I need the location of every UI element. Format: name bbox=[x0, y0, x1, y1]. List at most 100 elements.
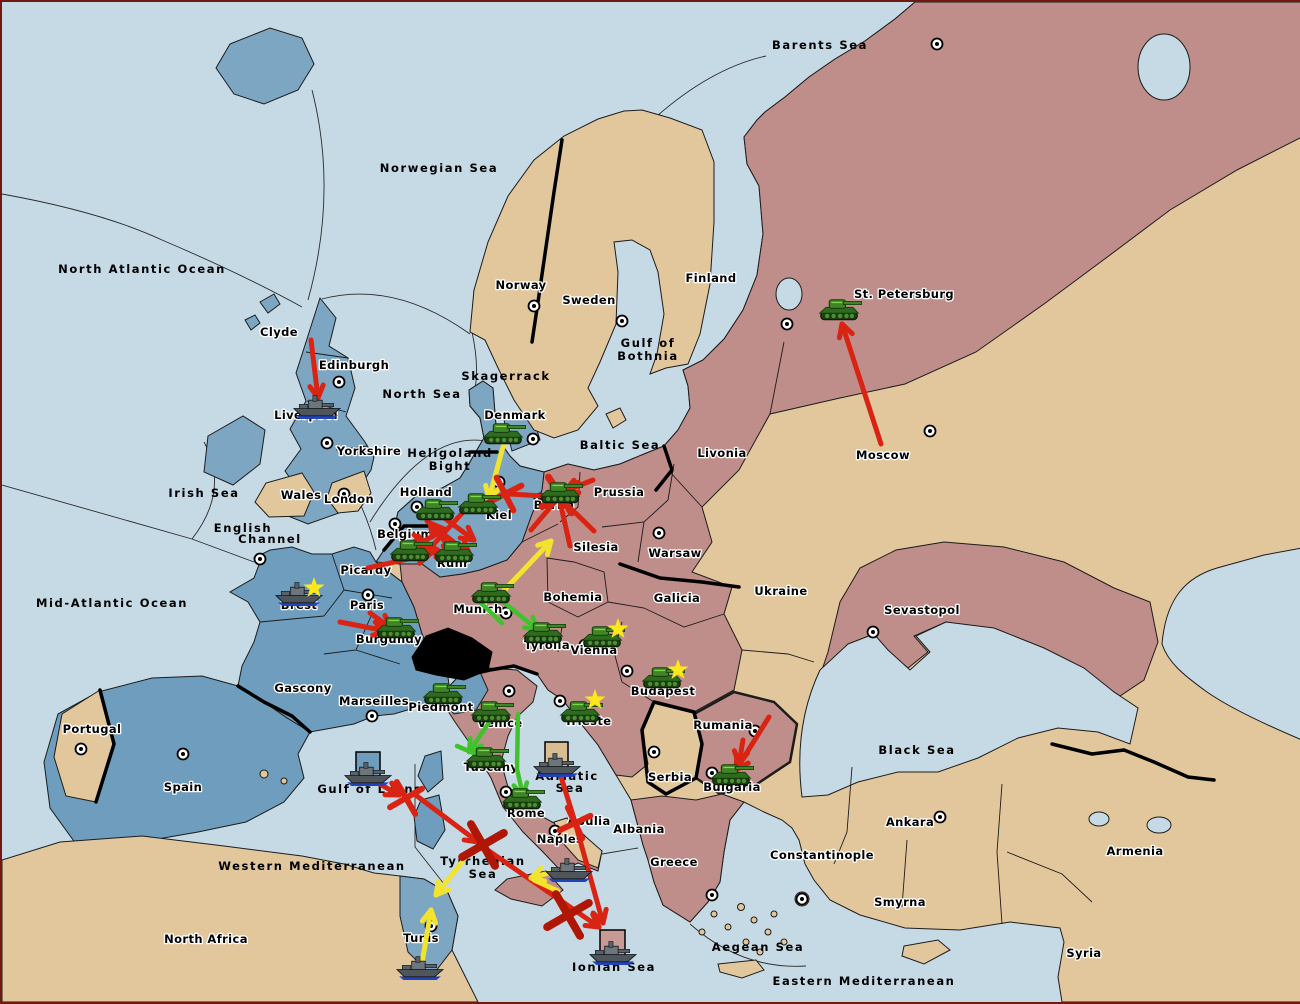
province-label-st-petersburg: St. Petersburg bbox=[854, 287, 954, 301]
supply-center-core bbox=[558, 699, 562, 703]
province-label-sweden: Sweden bbox=[562, 293, 615, 307]
province-label-north-africa: North Africa bbox=[164, 932, 248, 946]
supply-center-dot bbox=[529, 301, 540, 312]
supply-center-dot bbox=[178, 749, 189, 760]
province-label-denmark: Denmark bbox=[484, 408, 545, 422]
arrow-head-barb bbox=[603, 909, 606, 923]
province-label-holland: Holland bbox=[400, 485, 452, 499]
supply-center-dot bbox=[868, 627, 879, 638]
supply-center-core bbox=[532, 304, 536, 308]
supply-center-core bbox=[710, 893, 714, 897]
supply-center-dot bbox=[255, 554, 266, 565]
supply-center-dot bbox=[925, 426, 936, 437]
province-label-greece: Greece bbox=[650, 855, 698, 869]
lake-onega bbox=[1138, 34, 1190, 100]
province-label-edinburgh: Edinburgh bbox=[319, 358, 389, 372]
province-label-ukraine: Ukraine bbox=[754, 584, 807, 598]
province-label-warsaw: Warsaw bbox=[648, 546, 701, 560]
sea-label-north-sea: North Sea bbox=[382, 387, 461, 401]
supply-center-core bbox=[366, 593, 370, 597]
sea-label-barents-sea: Barents Sea bbox=[772, 38, 868, 52]
supply-center-core bbox=[531, 437, 535, 441]
supply-center-core bbox=[710, 771, 714, 775]
lake-van bbox=[1089, 812, 1109, 826]
sea-label-north-atlantic-ocean: North Atlantic Ocean bbox=[58, 262, 226, 276]
province-label-paris: Paris bbox=[350, 598, 384, 612]
province-label-silesia: Silesia bbox=[573, 540, 618, 554]
supply-center-dot bbox=[367, 711, 378, 722]
province-label-armenia: Armenia bbox=[1106, 844, 1163, 858]
supply-center-dot bbox=[932, 39, 943, 50]
supply-center-core bbox=[504, 790, 508, 794]
supply-center-dot bbox=[76, 744, 87, 755]
province-label-london: London bbox=[324, 492, 374, 506]
sea-label-gulf-of: Gulf of bbox=[621, 336, 676, 350]
supply-center-dot bbox=[782, 319, 793, 330]
province-label-livonia: Livonia bbox=[697, 446, 746, 460]
province-label-rumania: Rumania bbox=[693, 718, 752, 732]
supply-center-dot bbox=[622, 666, 633, 677]
supply-center-core bbox=[935, 42, 939, 46]
province-label-gascony: Gascony bbox=[274, 681, 331, 695]
province-label-sevastopol: Sevastopol bbox=[884, 603, 960, 617]
supply-center-core bbox=[620, 319, 624, 323]
province-label-spain: Spain bbox=[164, 780, 202, 794]
sea-label-norwegian-sea: Norwegian Sea bbox=[380, 161, 498, 175]
supply-center-core bbox=[504, 611, 508, 615]
sea-label-aegean-sea: Aegean Sea bbox=[712, 940, 805, 954]
province-label-smyrna: Smyrna bbox=[874, 895, 926, 909]
supply-center-core bbox=[928, 429, 932, 433]
province-label-wales: Wales bbox=[281, 488, 322, 502]
sea-label-baltic-sea: Baltic Sea bbox=[580, 438, 661, 452]
arrow-head-barb bbox=[839, 324, 842, 338]
supply-center-core bbox=[337, 380, 341, 384]
arrow-head-barb bbox=[430, 523, 432, 537]
province-label-portugal: Portugal bbox=[63, 722, 122, 736]
sea-label-channel: Channel bbox=[238, 532, 302, 546]
lake-urmia bbox=[1147, 817, 1171, 833]
province-label-serbia: Serbia bbox=[648, 770, 692, 784]
supply-center-core bbox=[625, 669, 629, 673]
supply-center-core bbox=[507, 689, 511, 693]
supply-center-core bbox=[652, 750, 656, 754]
province-label-moscow: Moscow bbox=[856, 448, 910, 462]
province-label-finland: Finland bbox=[686, 271, 737, 285]
supply-center-dot bbox=[649, 747, 660, 758]
supply-center-dot bbox=[555, 696, 566, 707]
supply-center-core bbox=[370, 714, 374, 718]
supply-center-core bbox=[753, 729, 757, 733]
supply-center-core bbox=[258, 557, 262, 561]
supply-center-core bbox=[871, 630, 875, 634]
province-label-yorkshire: Yorkshire bbox=[336, 444, 402, 458]
supply-center-dot bbox=[707, 890, 718, 901]
supply-center-dot bbox=[935, 812, 946, 823]
supply-center-dot bbox=[654, 528, 665, 539]
province-label-clyde: Clyde bbox=[260, 325, 298, 339]
sea-label-mid-atlantic-ocean: Mid-Atlantic Ocean bbox=[36, 596, 188, 610]
sea-label-black-sea: Black Sea bbox=[878, 743, 955, 757]
province-label-bohemia: Bohemia bbox=[543, 590, 602, 604]
province-label-prussia: Prussia bbox=[594, 485, 644, 499]
province-label-ankara: Ankara bbox=[886, 815, 934, 829]
supply-center-core bbox=[79, 747, 83, 751]
supply-center-dot bbox=[504, 686, 515, 697]
sea-label-eastern-mediterranean: Eastern Mediterranean bbox=[773, 974, 956, 988]
supply-center-core bbox=[800, 897, 804, 901]
supply-center-dot bbox=[617, 316, 628, 327]
supply-center-core bbox=[181, 752, 185, 756]
supply-center-dot bbox=[797, 894, 808, 905]
lake-ladoga bbox=[776, 278, 802, 310]
supply-center-core bbox=[938, 815, 942, 819]
supply-center-dot bbox=[334, 377, 345, 388]
supply-center-core bbox=[785, 322, 789, 326]
supply-center-core bbox=[415, 505, 419, 509]
supply-center-core bbox=[657, 531, 661, 535]
sea-label-sea: Sea bbox=[556, 781, 585, 795]
supply-center-dot bbox=[501, 787, 512, 798]
sea-label-heligoland: Heligoland bbox=[407, 446, 493, 460]
sea-label-skagerrack: Skagerrack bbox=[461, 369, 550, 383]
province-label-syria: Syria bbox=[1066, 946, 1101, 960]
